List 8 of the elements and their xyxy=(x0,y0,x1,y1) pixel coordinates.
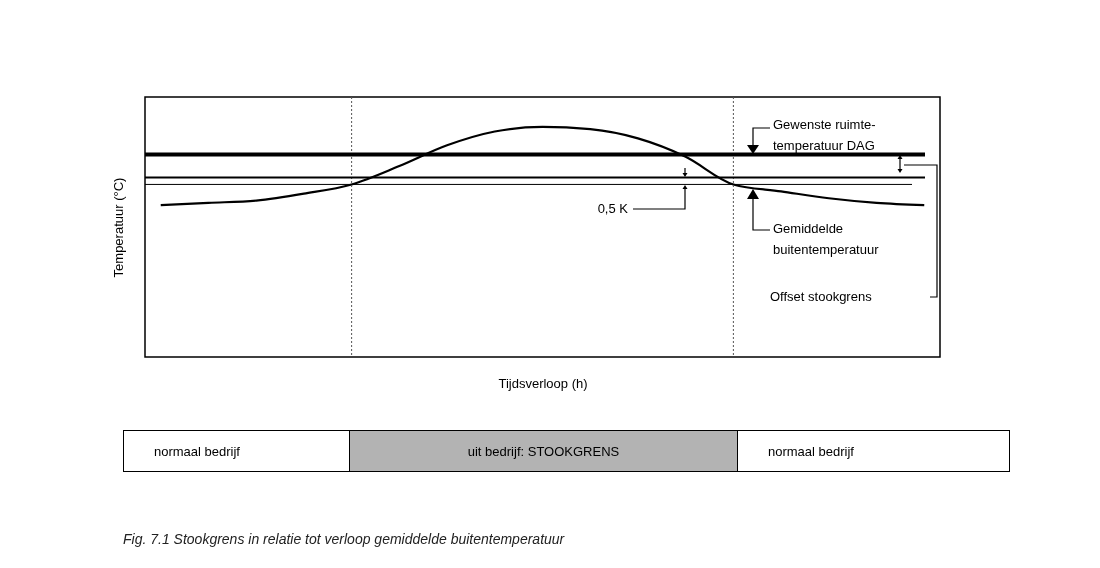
annotation: Offset stookgrens xyxy=(770,289,873,304)
y-axis-title: Temperatuur (°C) xyxy=(110,177,126,278)
text: Fig. 7.1 Stookgrens in relatie tot verloop gemiddelde buitentemperatuur xyxy=(123,531,566,547)
x-axis-title: Tijdsverloop (h) xyxy=(498,375,588,391)
annotation: Gewenste ruimte-temperatuur DAG xyxy=(773,117,876,153)
annotation: Gemiddelde buitentemperatuur xyxy=(773,221,880,257)
annotation: 0,5 K xyxy=(597,201,629,216)
operating-mode-strip: normaal bedrijf uit bedrijf: STOOKGRENS normaal bedrijf xyxy=(123,430,1010,472)
